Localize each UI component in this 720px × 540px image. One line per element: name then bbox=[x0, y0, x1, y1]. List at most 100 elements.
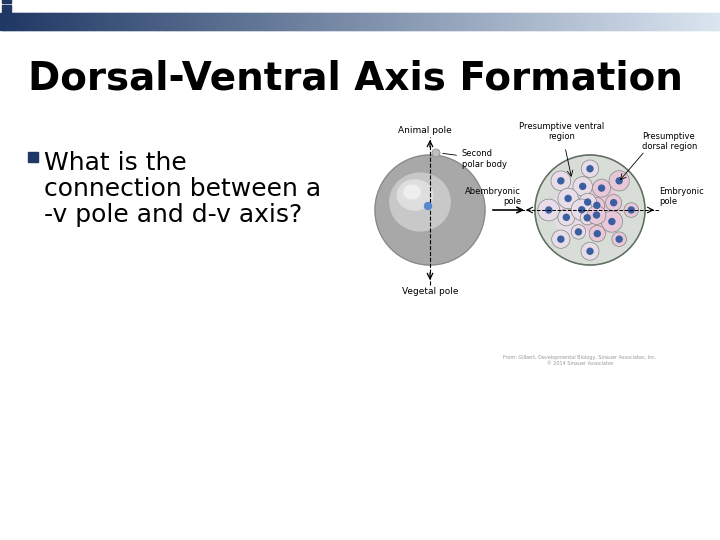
Bar bbox=[540, 13, 543, 30]
Bar bbox=[644, 13, 647, 30]
Bar bbox=[380, 13, 382, 30]
Bar bbox=[477, 13, 480, 30]
Bar bbox=[587, 13, 590, 30]
Bar bbox=[223, 13, 226, 30]
Bar bbox=[204, 13, 206, 30]
Bar bbox=[378, 13, 381, 30]
Bar bbox=[575, 13, 577, 30]
Text: What is the: What is the bbox=[44, 151, 186, 175]
Bar bbox=[562, 13, 564, 30]
Bar bbox=[283, 13, 285, 30]
Bar bbox=[702, 13, 705, 30]
Circle shape bbox=[558, 188, 578, 208]
Bar bbox=[130, 13, 132, 30]
Bar bbox=[7, 13, 10, 30]
Bar bbox=[346, 13, 348, 30]
Circle shape bbox=[611, 200, 616, 206]
Circle shape bbox=[584, 215, 590, 221]
Bar bbox=[382, 13, 384, 30]
Bar bbox=[698, 13, 701, 30]
Bar bbox=[338, 13, 341, 30]
Bar bbox=[626, 13, 629, 30]
Bar bbox=[158, 13, 161, 30]
Bar bbox=[287, 13, 289, 30]
Bar bbox=[611, 13, 613, 30]
Circle shape bbox=[593, 212, 600, 218]
Bar bbox=[529, 13, 532, 30]
Bar bbox=[349, 13, 352, 30]
Bar bbox=[73, 13, 76, 30]
Circle shape bbox=[587, 248, 593, 254]
Circle shape bbox=[535, 155, 645, 265]
Bar bbox=[319, 13, 321, 30]
Bar bbox=[189, 13, 192, 30]
Bar bbox=[97, 13, 100, 30]
Bar bbox=[493, 13, 496, 30]
Bar bbox=[482, 13, 485, 30]
Bar bbox=[433, 13, 436, 30]
Bar bbox=[396, 13, 399, 30]
Ellipse shape bbox=[553, 183, 603, 238]
Bar bbox=[284, 13, 287, 30]
Circle shape bbox=[587, 166, 593, 172]
Circle shape bbox=[575, 229, 582, 235]
Bar bbox=[295, 13, 298, 30]
Bar bbox=[155, 13, 158, 30]
Bar bbox=[504, 13, 507, 30]
Bar bbox=[455, 13, 458, 30]
Text: Animal pole: Animal pole bbox=[398, 126, 452, 135]
Bar bbox=[145, 13, 148, 30]
Bar bbox=[297, 13, 300, 30]
Circle shape bbox=[552, 230, 570, 248]
Bar bbox=[246, 13, 249, 30]
Bar bbox=[121, 13, 123, 30]
Bar bbox=[112, 13, 114, 30]
Bar bbox=[54, 13, 57, 30]
Circle shape bbox=[579, 193, 596, 211]
Bar bbox=[248, 13, 251, 30]
Bar bbox=[302, 13, 305, 30]
Bar bbox=[511, 13, 514, 30]
Bar bbox=[598, 13, 600, 30]
Bar bbox=[655, 13, 658, 30]
Bar bbox=[665, 13, 667, 30]
Circle shape bbox=[589, 226, 606, 242]
Bar bbox=[703, 13, 706, 30]
Bar bbox=[383, 13, 386, 30]
Circle shape bbox=[616, 178, 622, 184]
Bar bbox=[151, 13, 154, 30]
Circle shape bbox=[551, 171, 571, 191]
Text: From: Gilbert, Developmental Biology, Sinauer Associates, Inc.
© 2014 Sinauer As: From: Gilbert, Developmental Biology, Si… bbox=[503, 355, 657, 366]
Ellipse shape bbox=[580, 185, 621, 235]
Bar bbox=[652, 13, 654, 30]
Bar bbox=[400, 13, 402, 30]
Bar bbox=[521, 13, 523, 30]
Bar bbox=[389, 13, 392, 30]
Bar bbox=[140, 13, 143, 30]
Bar bbox=[281, 13, 284, 30]
Bar bbox=[18, 13, 21, 30]
Bar bbox=[315, 13, 318, 30]
Bar bbox=[443, 13, 446, 30]
Bar bbox=[673, 13, 676, 30]
Bar bbox=[333, 13, 336, 30]
Bar bbox=[313, 13, 316, 30]
Bar bbox=[65, 13, 68, 30]
Bar bbox=[630, 13, 633, 30]
Bar bbox=[619, 13, 622, 30]
Bar bbox=[252, 13, 255, 30]
Bar bbox=[491, 13, 494, 30]
Circle shape bbox=[606, 194, 621, 211]
Bar bbox=[187, 13, 190, 30]
Bar bbox=[191, 13, 194, 30]
Bar bbox=[209, 13, 212, 30]
Bar bbox=[551, 13, 554, 30]
Bar bbox=[150, 13, 152, 30]
Bar bbox=[397, 13, 400, 30]
Bar bbox=[128, 13, 130, 30]
Bar bbox=[547, 13, 550, 30]
Bar bbox=[616, 13, 618, 30]
Bar bbox=[25, 13, 28, 30]
Bar bbox=[572, 13, 575, 30]
Bar bbox=[605, 13, 608, 30]
